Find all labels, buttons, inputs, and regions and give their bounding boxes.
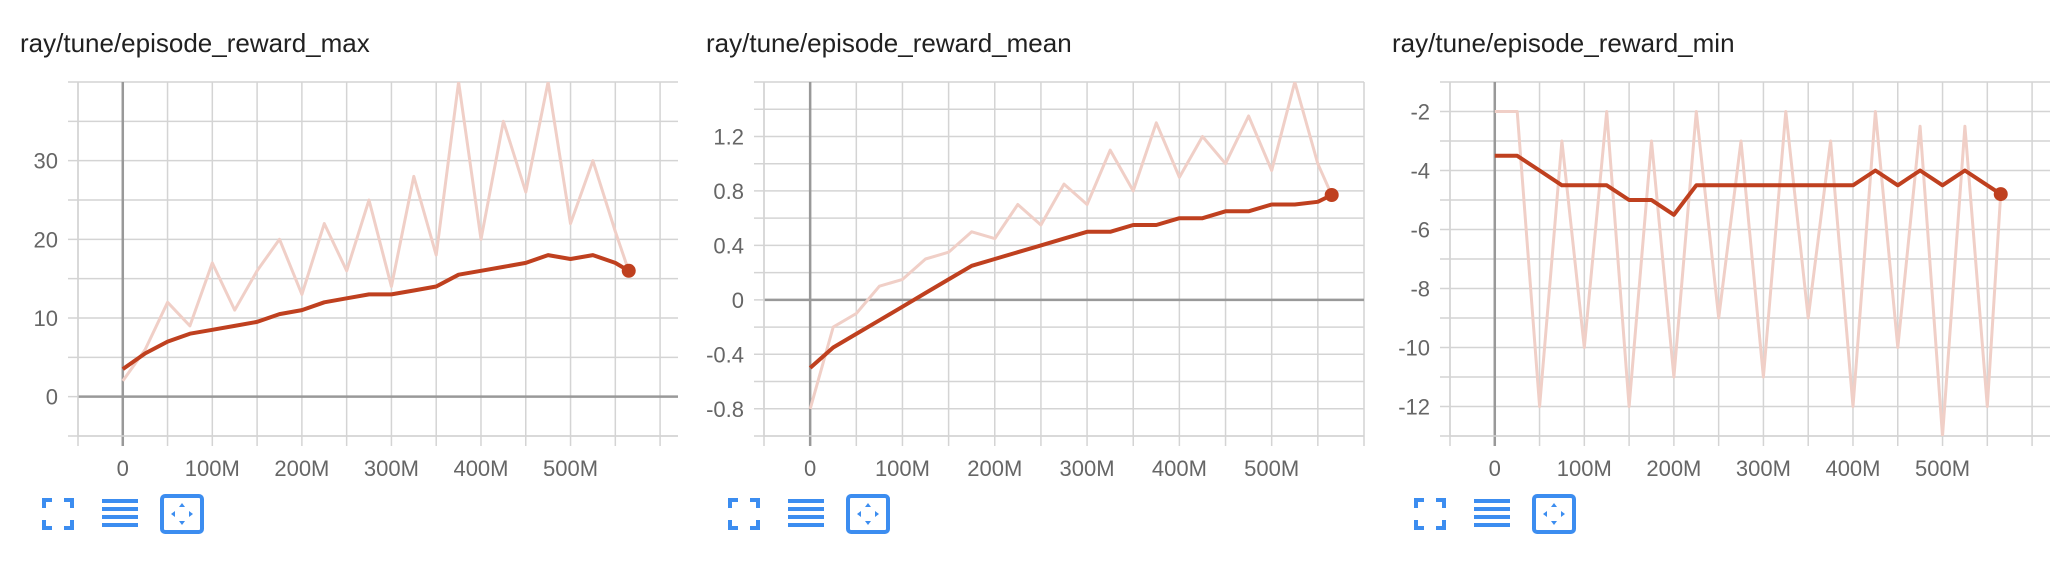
smoothed-series-line [1494, 153, 2002, 217]
y-tick-label: -10 [1398, 336, 1430, 361]
x-tick-label: 100M [1557, 456, 1612, 481]
x-tick-label: 300M [1060, 456, 1115, 481]
y-tick-label: -2 [1410, 100, 1430, 125]
x-tick-label: 0 [1489, 456, 1501, 481]
y-tick-label: -6 [1410, 218, 1430, 243]
y-tick-label: -12 [1398, 395, 1430, 420]
toggle-log-scale-icon [102, 499, 138, 527]
chart-plot-max[interactable]: 0 100M 200M 300M 400M 500M 0 10 20 30 [0, 0, 686, 490]
smoothed-series-line [808, 193, 1333, 370]
y-tick-label: -4 [1410, 159, 1430, 184]
y-tick-label: 30 [34, 149, 58, 174]
fullscreen-icon [1414, 498, 1446, 530]
x-tick-label: 0 [117, 456, 129, 481]
toggle-log-scale-icon [1474, 499, 1510, 527]
raw-series-line [808, 82, 1334, 410]
fit-domain-icon [846, 494, 890, 534]
x-tick-label: 200M [967, 456, 1022, 481]
x-tick-label: 300M [364, 456, 419, 481]
raw-series-line [1494, 110, 2003, 436]
y-tick-label: -0.8 [706, 397, 744, 422]
raw-series-line [121, 82, 631, 382]
x-tick-label: 500M [1915, 456, 1970, 481]
last-point-marker [1324, 188, 1339, 203]
x-tick-label: 100M [185, 456, 240, 481]
y-tick-label: 0 [732, 288, 744, 313]
y-tick-label: 0 [46, 385, 58, 410]
y-tick-label: 0.4 [713, 233, 744, 258]
last-point-marker [1993, 187, 2008, 202]
x-tick-label: 500M [543, 456, 598, 481]
toggle-log-scale-button[interactable] [782, 490, 830, 538]
x-tick-label: 400M [453, 456, 508, 481]
y-tick-label: -8 [1410, 277, 1430, 302]
fit-domain-icon [1532, 494, 1576, 534]
fit-domain-button[interactable] [158, 490, 206, 538]
fit-domain-icon [160, 494, 204, 534]
chart-title: ray/tune/episode_reward_min [1392, 28, 1735, 58]
toggle-log-scale-button[interactable] [1468, 490, 1516, 538]
fullscreen-button[interactable] [34, 490, 82, 538]
y-tick-label: 20 [34, 227, 58, 252]
smoothed-series-line [121, 253, 630, 371]
y-tick-label: 0.8 [713, 179, 744, 204]
chart-plot-min[interactable]: 0 100M 200M 300M 400M 500M -12 -10 -8 -6 -4 -2 [1372, 0, 2058, 490]
chart-panel-min: ray/tune/episode_reward_min 0 100M 200M 300… [1372, 0, 2058, 562]
x-tick-label: 200M [274, 456, 329, 481]
x-tick-label: 200M [1646, 456, 1701, 481]
x-tick-label: 0 [804, 456, 816, 481]
x-tick-label: 400M [1825, 456, 1880, 481]
chart-title: ray/tune/episode_reward_mean [706, 28, 1072, 58]
y-tick-label: -0.4 [706, 342, 744, 367]
last-point-marker [621, 263, 636, 278]
chart-panel-max: ray/tune/episode_reward_max 0 100M 200M 300… [0, 0, 686, 562]
toggle-log-scale-button[interactable] [96, 490, 144, 538]
chart-plot-mean[interactable]: 0 100M 200M 300M 400M 500M -0.8 -0.4 0 0.4 0.8 1.2 [686, 0, 1372, 490]
y-tick-label: 10 [34, 306, 58, 331]
fullscreen-button[interactable] [1406, 490, 1454, 538]
chart-panel-mean: ray/tune/episode_reward_mean 0 100M 200M 30… [686, 0, 1372, 562]
x-tick-label: 100M [875, 456, 930, 481]
fullscreen-button[interactable] [720, 490, 768, 538]
toggle-log-scale-icon [788, 499, 824, 527]
y-tick-label: 1.2 [713, 124, 744, 149]
chart-title: ray/tune/episode_reward_max [20, 28, 370, 58]
x-tick-label: 400M [1152, 456, 1207, 481]
x-tick-label: 300M [1736, 456, 1791, 481]
fit-domain-button[interactable] [844, 490, 892, 538]
fullscreen-icon [728, 498, 760, 530]
fullscreen-icon [42, 498, 74, 530]
x-tick-label: 500M [1244, 456, 1299, 481]
fit-domain-button[interactable] [1530, 490, 1578, 538]
